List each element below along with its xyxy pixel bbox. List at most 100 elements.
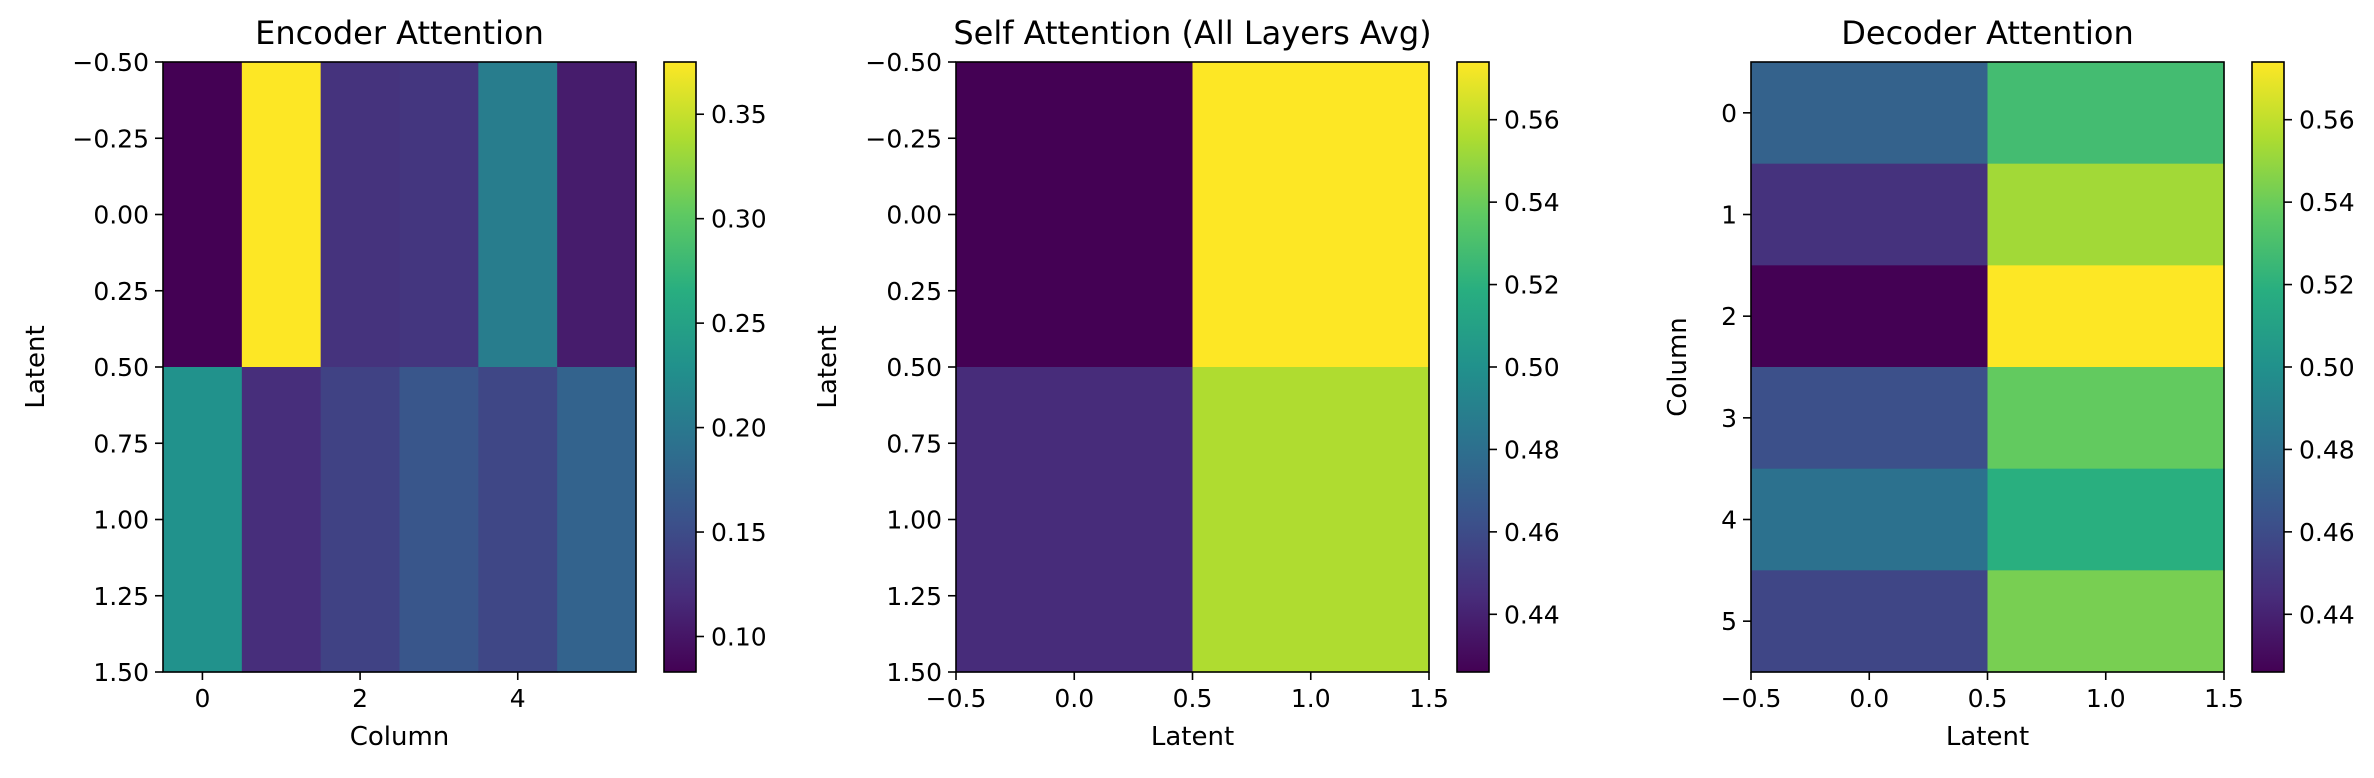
heatmap-cell-r4-c0 (1751, 468, 1989, 571)
colorbar-tick-label: 0.46 (1504, 518, 1560, 547)
y-tick-label: 1.00 (886, 506, 942, 535)
heatmap-cell-r2-c1 (1987, 265, 2225, 368)
heatmap-cell-r0-c1 (241, 62, 322, 368)
y-tick-label: −0.50 (865, 48, 942, 77)
heatmap-cell-r0-c0 (956, 62, 1194, 368)
y-axis-label: Latent (813, 325, 843, 408)
x-tick-label: 1.0 (1291, 684, 1331, 713)
colorbar-tick-label: 0.48 (2299, 435, 2355, 464)
colorbar-tick-label: 0.10 (711, 622, 767, 651)
y-tick-label: 0.25 (93, 277, 149, 306)
heatmap-cell-r2-c0 (1751, 265, 1989, 368)
colorbar-tick-label: 0.35 (711, 100, 767, 129)
y-tick-label: 1 (1721, 201, 1737, 230)
x-tick-label: 0 (194, 684, 210, 713)
y-tick-label: 1.25 (886, 582, 942, 611)
heatmap-cells (956, 62, 1430, 673)
y-tick-label: 4 (1721, 506, 1737, 535)
colorbar-tick-label: 0.54 (1504, 188, 1560, 217)
heatmap-cell-r1-c1 (1192, 367, 1430, 673)
x-tick-label: 4 (510, 684, 526, 713)
y-tick-label: 0.75 (886, 429, 942, 458)
heatmap-cell-r0-c1 (1987, 62, 2225, 165)
colorbar-tick-label: 0.50 (2299, 353, 2355, 382)
heatmap-panel-3: Decoder Attention −0.5 0.0 0.5 1.0 1.5 0 1 2 3 4 5 L… (1663, 14, 2355, 752)
x-tick-label: −0.5 (926, 684, 987, 713)
x-axis-label: Latent (1151, 722, 1234, 752)
x-tick-label: 0.5 (1968, 684, 2008, 713)
colorbar-gradient (1457, 62, 1489, 672)
colorbar-tick-label: 0.56 (2299, 106, 2355, 135)
heatmap-cell-r0-c3 (399, 62, 479, 368)
colorbar-tick-label: 0.44 (1504, 600, 1560, 629)
colorbar-tick-label: 0.15 (711, 518, 767, 547)
colorbar-tick-label: 0.30 (711, 205, 767, 234)
colorbar-tick-label: 0.52 (1504, 271, 1560, 300)
colorbar: 0.10 0.15 0.20 0.25 0.30 0.35 (663, 61, 767, 673)
x-axis-label: Column (350, 722, 450, 752)
x-tick-label: 0.0 (1054, 684, 1094, 713)
heatmap-cell-r0-c0 (163, 62, 243, 368)
y-tick-label: 1.25 (93, 582, 149, 611)
heatmap-cell-r1-c0 (1751, 163, 1989, 266)
colorbar-tick-label: 0.48 (1504, 435, 1560, 464)
y-tick-label: 0.75 (93, 429, 149, 458)
y-tick-label: 0.50 (886, 353, 942, 382)
heatmap-cell-r1-c4 (478, 367, 558, 673)
heatmap-cell-r1-c3 (399, 367, 479, 673)
y-axis-label: Column (1663, 317, 1693, 417)
colorbar-tick-label: 0.46 (2299, 518, 2355, 547)
colorbar-tick-label: 0.54 (2299, 188, 2355, 217)
colorbar-gradient (2252, 62, 2284, 672)
colorbar-tick-label: 0.52 (2299, 271, 2355, 300)
x-tick-label: 2 (352, 684, 368, 713)
y-tick-label: 0.25 (886, 277, 942, 306)
y-tick-label: 1.50 (886, 658, 942, 687)
heatmap-cell-r0-c4 (478, 62, 558, 368)
heatmap-cell-r5-c1 (1987, 570, 2225, 673)
colorbar: 0.44 0.46 0.48 0.50 0.52 0.54 0.56 (1456, 61, 1560, 673)
colorbar-tick-label: 0.50 (1504, 353, 1560, 382)
x-tick-label: 0.5 (1173, 684, 1213, 713)
x-tick-label: 1.5 (1409, 684, 1449, 713)
heatmap-panel-2: Self Attention (All Layers Avg) −0.5 0.0 0.… (813, 14, 1560, 752)
heatmap-cell-r0-c2 (320, 62, 401, 368)
heatmap-cell-r1-c1 (1987, 163, 2225, 266)
heatmap-cell-r3-c0 (1751, 367, 1989, 470)
y-tick-label: −0.50 (72, 48, 149, 77)
heatmap-cell-r0-c0 (1751, 62, 1989, 165)
heatmap-cells (163, 62, 637, 673)
x-tick-label: −0.5 (1721, 684, 1782, 713)
x-axis-label: Latent (1946, 722, 2029, 752)
y-tick-label: 1.00 (93, 506, 149, 535)
y-tick-label: 0.00 (886, 201, 942, 230)
heatmap-cell-r3-c1 (1987, 367, 2225, 470)
y-tick-label: 5 (1721, 607, 1737, 636)
chart-title: Self Attention (All Layers Avg) (953, 14, 1431, 52)
y-tick-label: 0 (1721, 99, 1737, 128)
y-axis-label: Latent (21, 325, 51, 408)
heatmap-panel-1: Encoder Attention 0 2 4 −0.50 −0.25 0.00 0.25 0.… (21, 14, 767, 752)
x-tick-label: 1.5 (2204, 684, 2244, 713)
heatmap-cells (1751, 62, 2225, 673)
x-tick-label: 1.0 (2086, 684, 2126, 713)
chart-title: Encoder Attention (255, 14, 544, 52)
y-tick-label: −0.25 (865, 124, 942, 153)
y-tick-label: 0.00 (93, 201, 149, 230)
heatmap-cell-r1-c5 (557, 367, 637, 673)
y-tick-label: −0.25 (72, 124, 149, 153)
x-tick-label: 0.0 (1849, 684, 1889, 713)
colorbar-tick-label: 0.56 (1504, 106, 1560, 135)
colorbar: 0.44 0.46 0.48 0.50 0.52 0.54 0.56 (2251, 61, 2355, 673)
colorbar-tick-label: 0.25 (711, 309, 767, 338)
heatmap-cell-r5-c0 (1751, 570, 1989, 673)
heatmap-cell-r1-c2 (320, 367, 401, 673)
y-tick-label: 2 (1721, 302, 1737, 331)
colorbar-tick-label: 0.44 (2299, 600, 2355, 629)
heatmap-cell-r1-c0 (163, 367, 243, 673)
heatmap-cell-r1-c0 (956, 367, 1194, 673)
y-tick-label: 0.50 (93, 353, 149, 382)
heatmap-cell-r0-c1 (1192, 62, 1430, 368)
colorbar-gradient (664, 62, 696, 672)
